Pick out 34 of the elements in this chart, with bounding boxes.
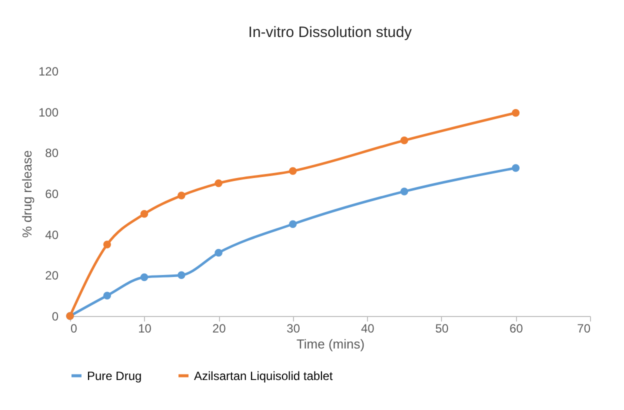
point <box>214 248 222 257</box>
x-tick-label: 60 <box>510 322 524 336</box>
y-tick-label: 40 <box>45 228 59 242</box>
point <box>103 292 112 300</box>
point <box>178 192 186 200</box>
y-tick-label: 60 <box>45 187 59 201</box>
x-tick-label: 20 <box>212 322 226 336</box>
chart-title: In-vitro Dissolution study <box>248 24 412 41</box>
y-tick-label: 120 <box>38 64 59 78</box>
x-tick-label: 0 <box>70 322 78 336</box>
point <box>512 108 520 117</box>
x-tick-label: 10 <box>138 322 152 336</box>
x-tick-label: 50 <box>435 322 449 336</box>
point <box>140 210 148 218</box>
legend-label: Azilsartan Liquisolid tablet <box>194 368 334 383</box>
y-tick-label: 0 <box>52 310 59 324</box>
x-tick-label: 40 <box>360 322 375 336</box>
x-tick-label: 70 <box>577 322 591 336</box>
point <box>103 240 112 248</box>
legend-label: Pure Drug <box>87 368 142 383</box>
point <box>400 188 408 196</box>
point <box>400 136 408 144</box>
point <box>288 167 297 175</box>
y-tick-label: 80 <box>45 146 59 160</box>
point <box>140 273 148 282</box>
point <box>512 164 520 172</box>
y-tick-label: 100 <box>38 105 59 120</box>
point <box>214 179 222 188</box>
x-axis-title: Time (mins) <box>296 336 365 352</box>
point <box>178 271 186 280</box>
y-tick-label: 20 <box>45 268 59 283</box>
y-axis-title: % drug release <box>19 150 34 238</box>
x-tick-label: 30 <box>286 322 300 336</box>
point <box>288 220 297 228</box>
